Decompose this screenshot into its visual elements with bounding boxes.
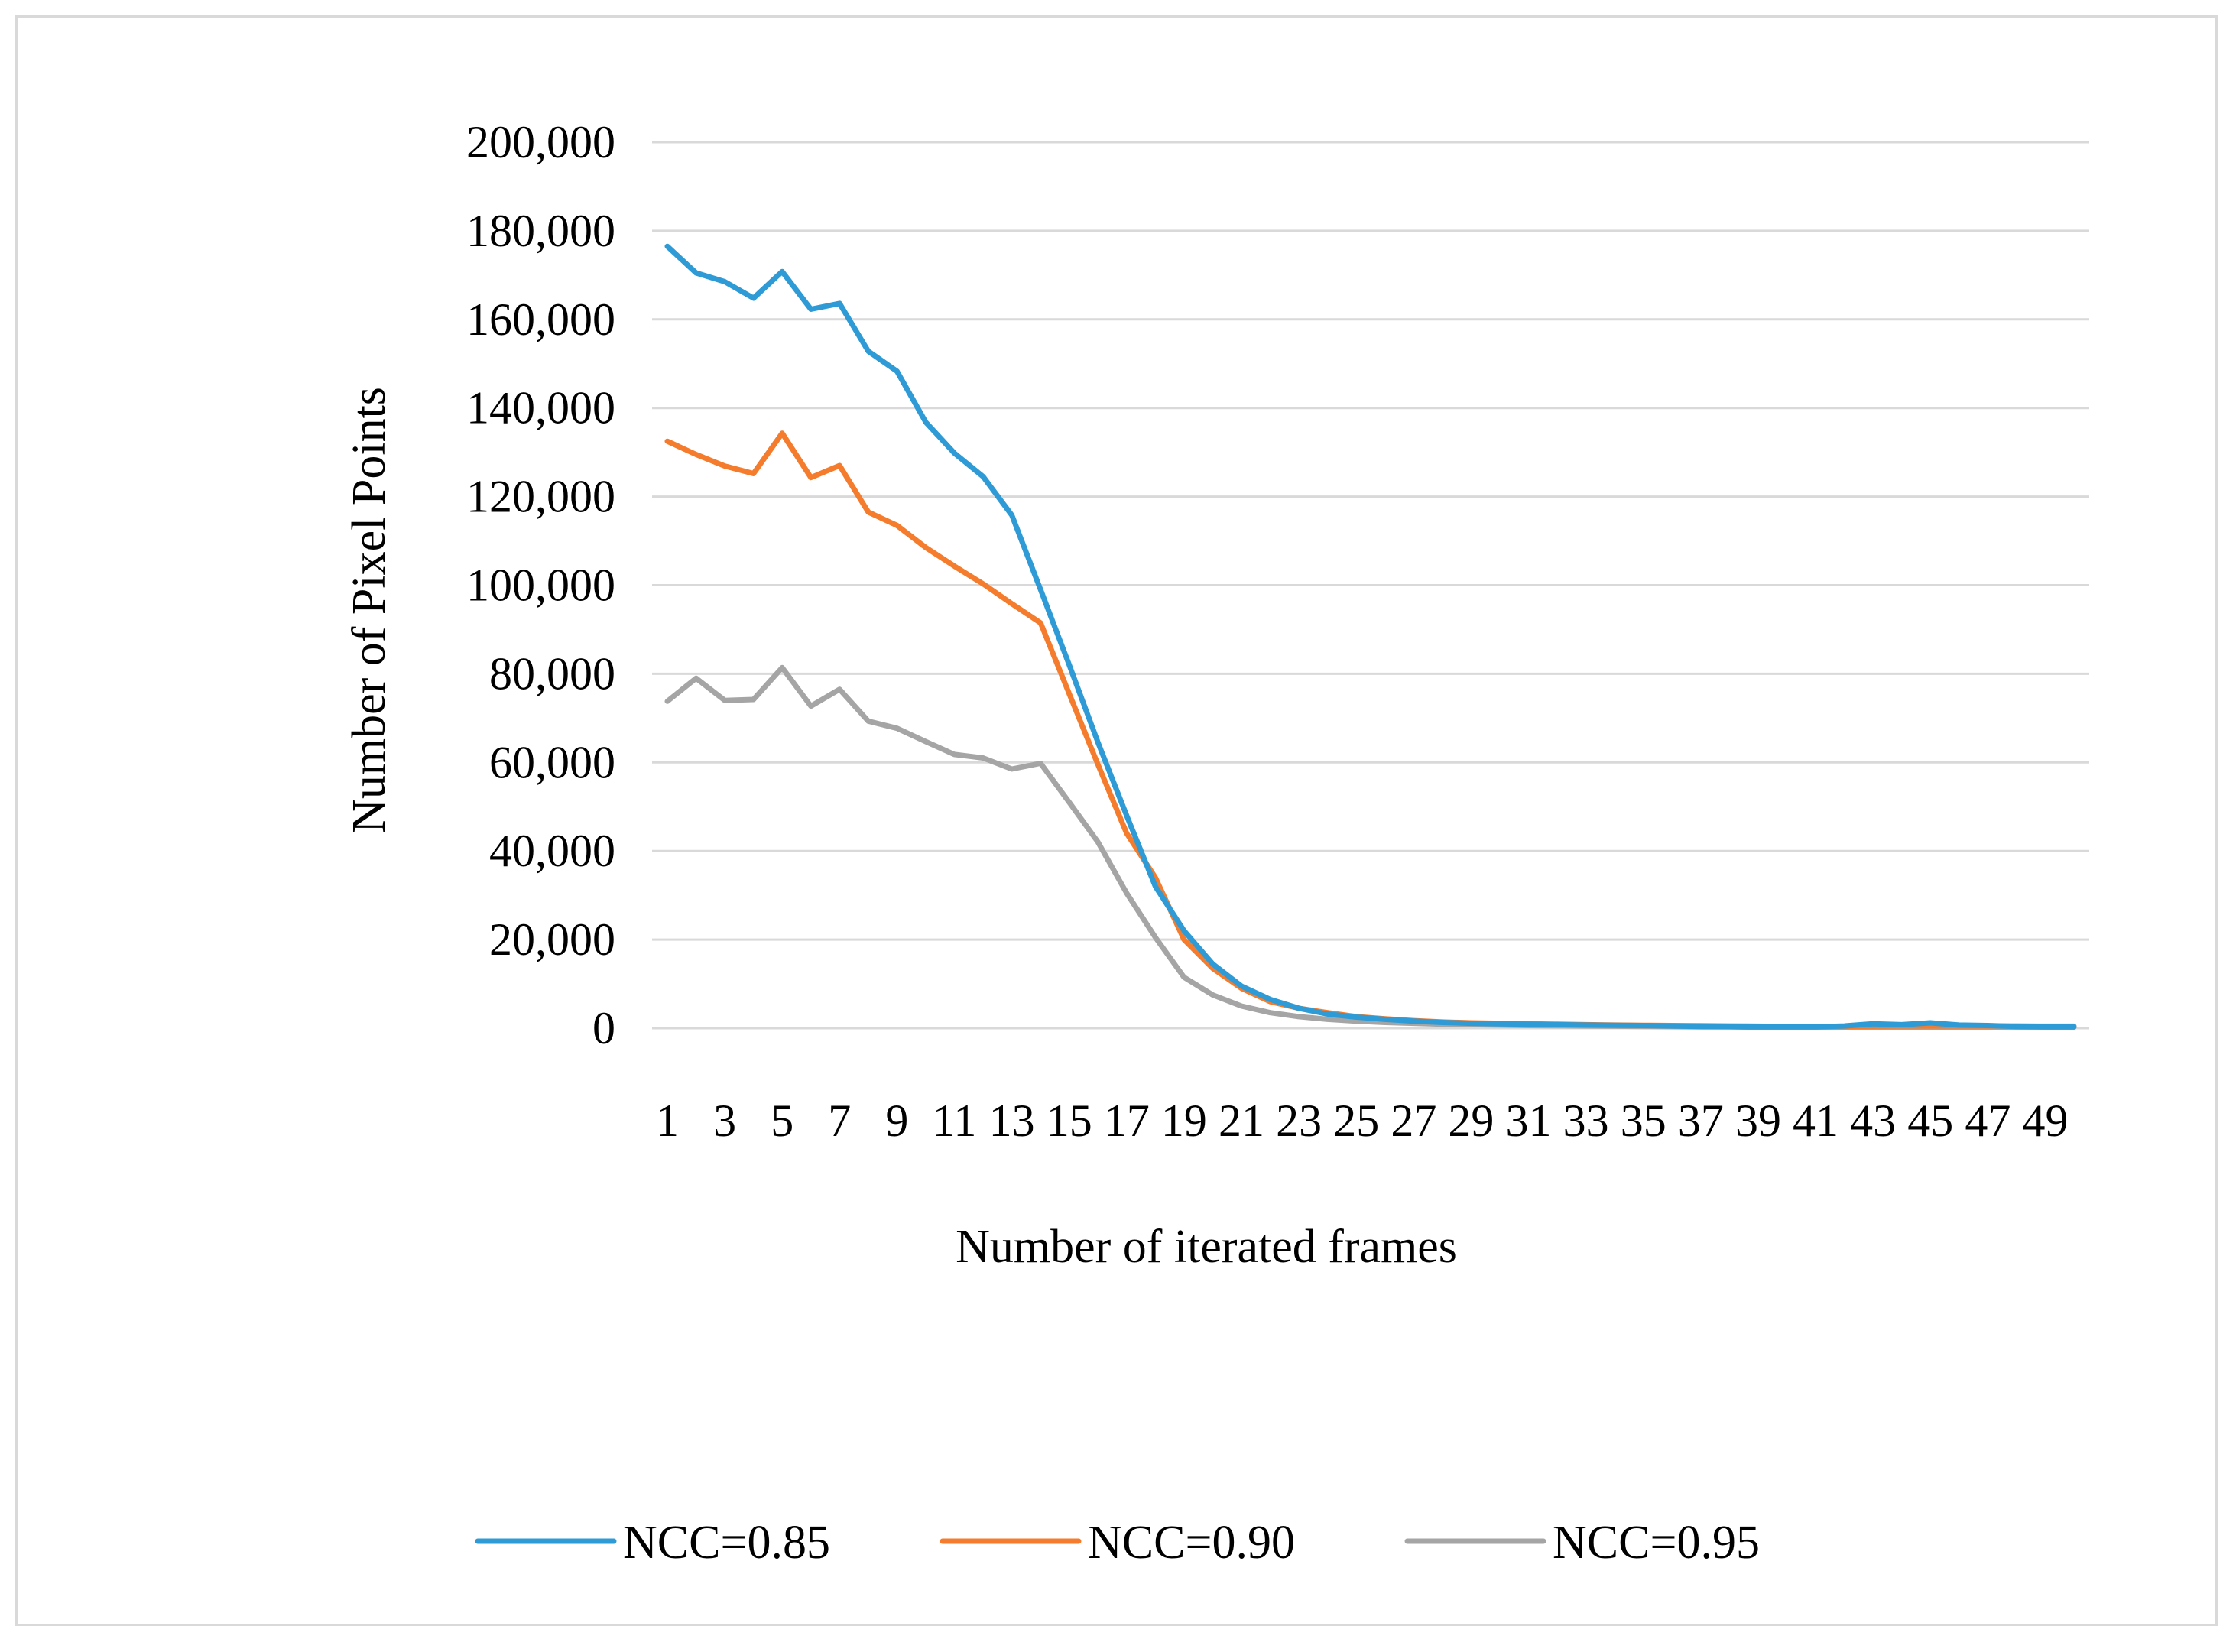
y-tick-label: 200,000 (466, 117, 615, 167)
x-tick-label: 25 (1333, 1095, 1379, 1146)
y-tick-label: 120,000 (466, 472, 615, 522)
series-line-2 (664, 430, 2077, 1030)
x-tick-label: 31 (1506, 1095, 1552, 1146)
x-tick-label: 21 (1219, 1095, 1264, 1146)
x-tick-label: 37 (1678, 1095, 1724, 1146)
x-tick-label: 43 (1850, 1095, 1896, 1146)
x-tick-label: 19 (1161, 1095, 1207, 1146)
x-tick-label: 7 (828, 1095, 851, 1146)
y-tick-label: 20,000 (489, 914, 615, 965)
x-tick-label: 39 (1735, 1095, 1781, 1146)
y-axis-tick-labels: 0 20,000 40,000 60,000 80,000 100,000 120,000 1… (466, 117, 615, 1053)
y-tick-label: 40,000 (489, 826, 615, 876)
x-tick-label: 35 (1621, 1095, 1666, 1146)
chart-frame: 0 20,000 40,000 60,000 80,000 100,000 120,000 1… (15, 15, 2218, 1626)
y-tick-label: 0 (592, 1003, 615, 1053)
y-tick-label: 100,000 (466, 560, 615, 611)
line-chart: 0 20,000 40,000 60,000 80,000 100,000 120,000 1… (343, 117, 2089, 1569)
x-tick-label: 15 (1047, 1095, 1092, 1146)
x-tick-label: 41 (1793, 1095, 1838, 1146)
x-tick-label: 45 (1907, 1095, 1953, 1146)
x-axis-title: Number of iterated frames (956, 1221, 1457, 1273)
series-line-3 (664, 664, 2077, 1030)
y-tick-label: 60,000 (489, 737, 615, 787)
x-tick-label: 29 (1448, 1095, 1494, 1146)
x-tick-label: 23 (1276, 1095, 1322, 1146)
legend: NCC=0.85 NCC=0.90 NCC=0.95 (475, 1517, 1760, 1569)
y-axis-title: Number of Pixel Points (343, 387, 395, 833)
x-tick-label: 5 (771, 1095, 793, 1146)
x-tick-label: 11 (933, 1095, 977, 1146)
series-line-1 (664, 243, 2077, 1030)
y-tick-label: 140,000 (466, 383, 615, 433)
x-tick-label: 9 (885, 1095, 908, 1146)
x-tick-label: 49 (2022, 1095, 2068, 1146)
x-tick-label: 3 (713, 1095, 736, 1146)
x-tick-label: 27 (1391, 1095, 1436, 1146)
gridlines (652, 141, 2089, 1030)
y-tick-label: 80,000 (489, 648, 615, 699)
x-tick-label: 33 (1563, 1095, 1609, 1146)
x-axis-tick-labels: 1 3 5 7 9 11 13 15 17 19 21 23 25 27 29 31 33 35 37 39 41 43 4… (656, 1095, 2068, 1146)
legend-label-3: NCC=0.95 (1553, 1517, 1760, 1569)
x-tick-label: 1 (656, 1095, 679, 1146)
x-tick-label: 47 (1965, 1095, 2010, 1146)
legend-label-2: NCC=0.90 (1088, 1517, 1295, 1569)
y-tick-label: 160,000 (466, 294, 615, 345)
legend-label-1: NCC=0.85 (623, 1517, 830, 1569)
x-tick-label: 17 (1104, 1095, 1150, 1146)
series-lines (664, 243, 2077, 1030)
x-tick-label: 13 (989, 1095, 1035, 1146)
y-tick-label: 180,000 (466, 206, 615, 256)
